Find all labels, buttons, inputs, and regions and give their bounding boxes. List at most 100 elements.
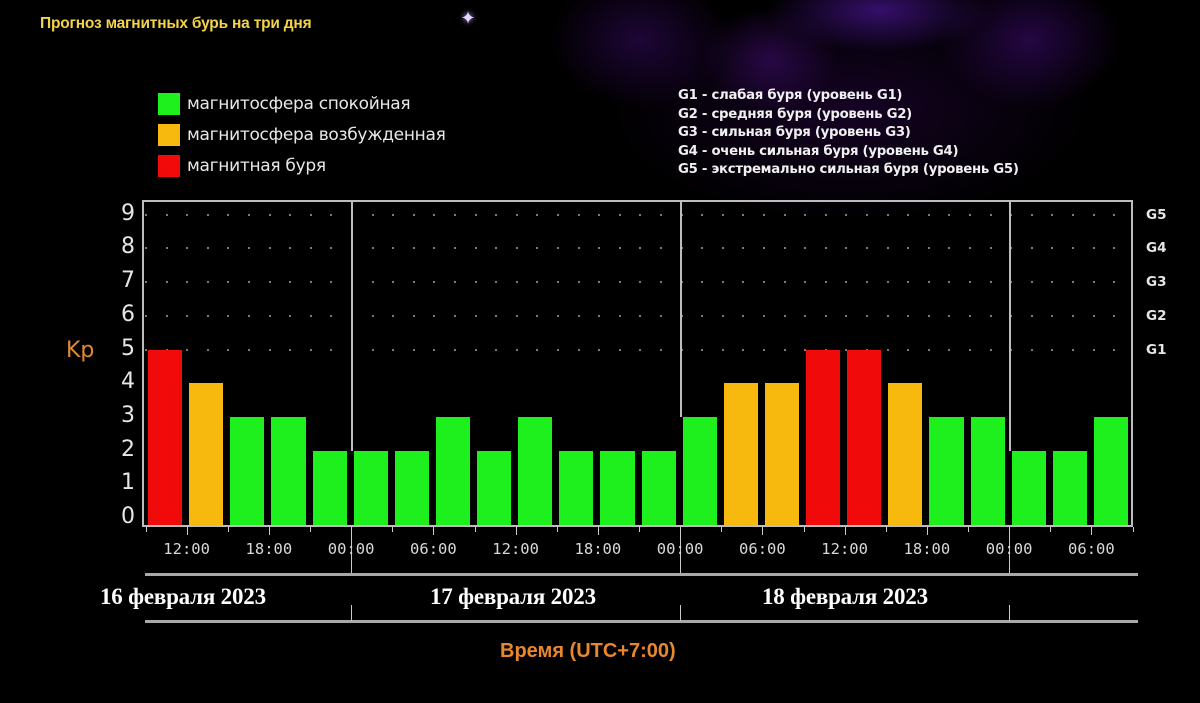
grid-dot (515, 213, 518, 216)
grid-dot (433, 281, 436, 284)
grid-dot (289, 247, 292, 250)
grid-dot (289, 314, 292, 317)
quiet-swatch (158, 92, 180, 115)
x-tick-label: 12:00 (163, 540, 210, 558)
grid-dot (392, 281, 395, 284)
grid-dot (186, 213, 189, 216)
legend-item-quiet: магнитосфера спокойная (158, 88, 446, 119)
grid-dot (1030, 213, 1033, 216)
kp-bar (1052, 450, 1087, 525)
grid-dot (927, 281, 930, 284)
grid-dot (1051, 314, 1054, 317)
grid-dot (721, 213, 724, 216)
grid-dot (1010, 281, 1013, 284)
grid-dot (1113, 314, 1116, 317)
grid-dot (721, 314, 724, 317)
grid-dot (536, 281, 539, 284)
grid-dot (989, 281, 992, 284)
grid-dot (948, 281, 951, 284)
x-tick-mark (721, 527, 723, 532)
grid-dot (763, 314, 765, 317)
legend-label: магнитная буря (187, 155, 326, 176)
grid-dot (268, 281, 271, 284)
grid-dot (1092, 213, 1095, 216)
grid-dot (495, 213, 498, 216)
kp-bar (312, 450, 347, 525)
grid-dot (598, 213, 601, 216)
grid-dot (227, 314, 230, 317)
grid-dot (1051, 281, 1054, 284)
grid-dot (763, 247, 765, 250)
storm-level-g1: G1 - слабая буря (уровень G1) (678, 88, 903, 103)
grid-dot (536, 314, 539, 317)
x-tick-label: 00:00 (985, 540, 1033, 558)
y-axis-label: Kp (66, 338, 95, 363)
grid-dot (557, 281, 559, 284)
grid-dot (557, 314, 559, 317)
grid-dot (495, 247, 498, 250)
grid-dot (866, 314, 868, 317)
x-tick-mark (268, 527, 270, 535)
x-tick-mark (310, 527, 311, 532)
x-tick-mark (392, 527, 394, 532)
grid-dot (268, 314, 271, 317)
grid-dot (392, 247, 395, 250)
grid-dot (371, 314, 374, 317)
kp-bar (477, 450, 512, 525)
x-tick-mark (1050, 527, 1052, 532)
grid-dot (289, 281, 292, 284)
grid-dot (660, 247, 662, 250)
x-tick-mark (597, 527, 599, 535)
y-tick-label: 7 (121, 268, 135, 294)
grid-dot (577, 281, 580, 284)
grid-dot (783, 213, 786, 216)
x-tick-label: 00:00 (327, 540, 375, 558)
kp-bar (230, 416, 265, 525)
y-tick-label: 0 (121, 504, 135, 529)
g-tick-label: G2 (1146, 307, 1167, 324)
g-tick-label: G1 (1146, 341, 1167, 358)
grid-dot (804, 348, 807, 351)
kp-bar (271, 416, 306, 525)
grid-dot (886, 314, 889, 317)
kp-bar (641, 450, 676, 525)
grid-dot (474, 281, 477, 284)
grid-dot (866, 247, 868, 250)
grid-dot (948, 247, 951, 250)
grid-dot (1051, 247, 1054, 250)
grid-dot (227, 247, 230, 250)
grid-dot (721, 247, 724, 250)
kp-bar (600, 450, 635, 525)
y-tick-label: 2 (121, 436, 135, 462)
x-tick-mark (474, 527, 476, 532)
day-separator-tick (1009, 527, 1011, 575)
y-tick-label: 8 (121, 234, 135, 260)
grid-dot (969, 281, 971, 284)
grid-dot (474, 314, 477, 317)
kp-bar (970, 416, 1005, 525)
grid-dot (618, 213, 621, 216)
grid-dot (701, 281, 704, 284)
grid-dot (660, 281, 662, 284)
grid-dot (660, 348, 662, 351)
grid-dot (268, 213, 271, 216)
grid-dot (907, 213, 910, 216)
grid-dot (412, 348, 415, 351)
grid-dot (577, 314, 580, 317)
x-tick-label: 06:00 (739, 540, 786, 558)
grid-dot (454, 281, 456, 284)
day-separator (680, 200, 683, 417)
date-label-1: 16 февраля 2023 (100, 584, 266, 609)
grid-dot (1113, 213, 1116, 216)
grid-dot (206, 247, 209, 250)
grid-dot (371, 213, 374, 216)
grid-dot (145, 247, 147, 250)
grid-dot (907, 247, 910, 250)
grid-dot (907, 348, 910, 351)
grid-dot (536, 213, 539, 216)
grid-dot (948, 348, 951, 351)
grid-dot (186, 314, 189, 317)
grid-dot (1072, 314, 1074, 317)
x-tick-mark (1132, 527, 1134, 532)
grid-dot (1010, 213, 1013, 216)
